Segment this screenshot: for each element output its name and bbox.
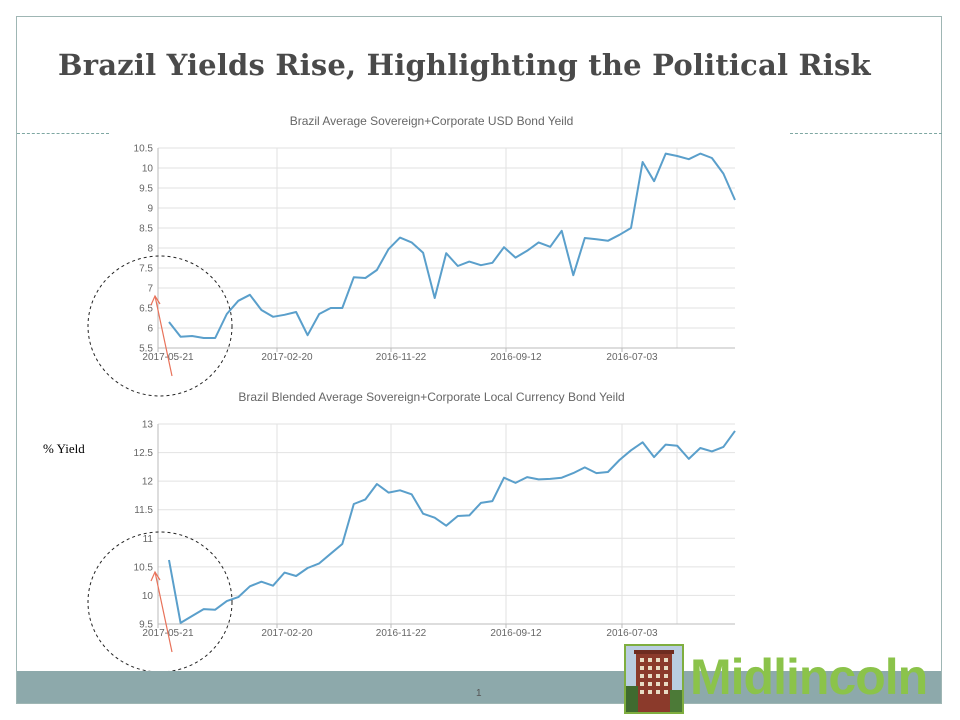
chart-1-y-tick-label: 12 [142, 477, 154, 488]
chart-0-x-tick-label: 2016-07-03 [606, 352, 658, 363]
chart-1-y-tick-label: 9.5 [139, 620, 153, 631]
slide-title: Brazil Yields Rise, Highlighting the Pol… [58, 48, 871, 82]
divider-left [17, 133, 109, 134]
chart-1-series-line [168, 430, 736, 624]
chart-1-y-tick-label: 11.5 [134, 505, 153, 516]
chart-1-y-tick-label: 11 [143, 534, 154, 545]
chart-0-highlight-circle [87, 255, 233, 397]
footer-bar [17, 671, 941, 703]
chart-1-highlight-circle [87, 531, 233, 673]
chart-0-series-line [168, 152, 736, 339]
building-photo-icon [624, 644, 684, 714]
chart-1-arrow-head [150, 570, 161, 582]
slide-frame [16, 16, 942, 704]
chart-0-arrow-line [154, 295, 173, 377]
chart-1-x-tick-label: 2016-09-12 [490, 628, 542, 639]
chart-1-x-tick-label: 2017-02-20 [261, 628, 313, 639]
chart-1-y-tick-label: 10.5 [134, 562, 154, 573]
chart-0-y-tick-label: 7 [147, 284, 153, 295]
chart-0-y-tick-label: 6.5 [139, 304, 153, 315]
y-side-label: % Yield [43, 441, 85, 456]
chart-1-x-tick-label: 2016-07-03 [606, 628, 658, 639]
chart-0-y-tick-label: 6 [147, 324, 153, 335]
page-number: 1 [476, 688, 482, 699]
chart-0-y-tick-label: 8.5 [139, 224, 153, 235]
chart-0-y-tick-label: 10.5 [134, 144, 154, 155]
midlincoln-logo: Midlincoln [690, 649, 928, 705]
chart-0-y-tick-label: 9.5 [139, 184, 153, 195]
chart-0-y-tick-label: 7.5 [139, 264, 153, 275]
divider-right [790, 133, 942, 134]
chart-1-arrow-line [154, 571, 173, 653]
chart-1-y-tick-label: 10 [142, 591, 154, 602]
chart-0-y-tick-label: 9 [147, 204, 153, 215]
chart-0-y-tick-label: 10 [142, 164, 154, 175]
chart-0-x-tick-label: 2016-09-12 [490, 352, 542, 363]
chart-0-title: Brazil Average Sovereign+Corporate USD B… [290, 114, 574, 128]
chart-1-y-tick-label: 13 [142, 420, 154, 431]
chart-0-x-tick-label: 2016-11-22 [376, 352, 427, 363]
chart-0-x-tick-label: 2017-02-20 [261, 352, 313, 363]
chart-0-arrow-head [150, 294, 161, 306]
chart-0-y-tick-label: 5.5 [139, 344, 153, 355]
chart-1-title: Brazil Blended Average Sovereign+Corpora… [238, 390, 624, 404]
chart-1-x-tick-label: 2016-11-22 [376, 628, 427, 639]
chart-0-y-tick-label: 8 [147, 244, 153, 255]
chart-1-y-tick-label: 12.5 [134, 448, 154, 459]
